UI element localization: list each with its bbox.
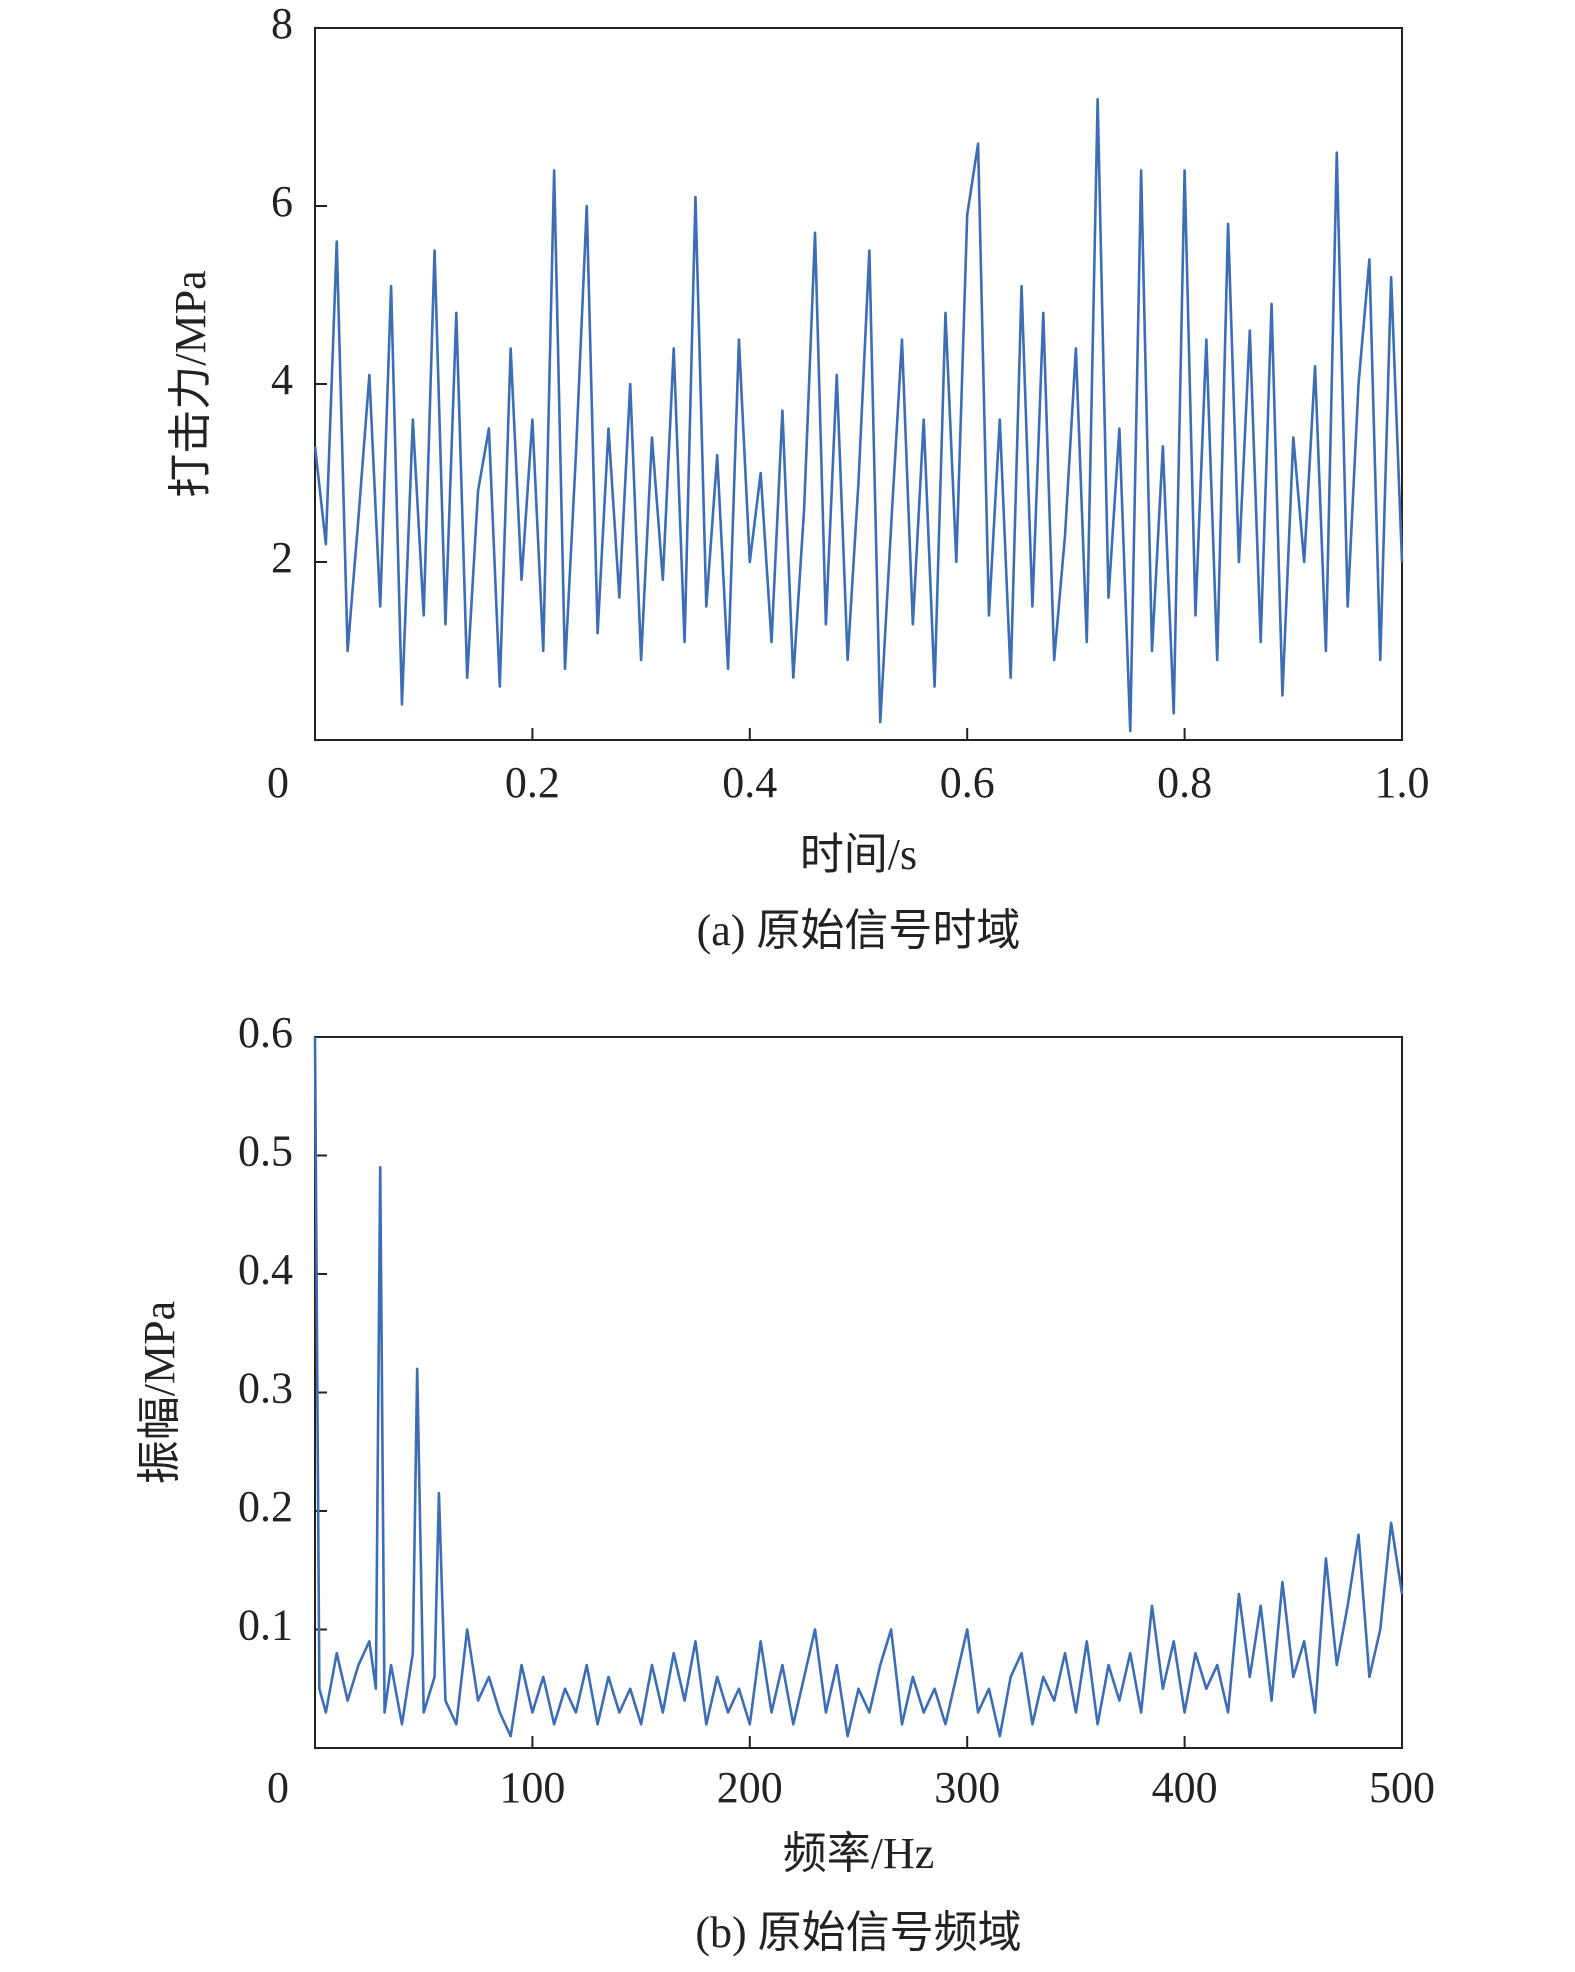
series-line (313, 1036, 1404, 1738)
plot-frame (314, 1036, 1403, 1749)
y-tick-label: 4 (271, 355, 293, 404)
y-tick-label: 0.5 (238, 1127, 293, 1176)
x-axis-label: 时间/s (800, 830, 917, 879)
y-tick-label: 0.4 (238, 1245, 293, 1294)
x-tick-label: 0.8 (1157, 758, 1212, 807)
x-tick-label: 300 (934, 1763, 1000, 1812)
plot-frame (314, 27, 1403, 741)
y-tick-label: 2 (271, 533, 293, 582)
caption: (b) 原始信号频域 (695, 1908, 1021, 1957)
y-axis-label: 打击力/MPa (166, 270, 215, 497)
y-tick-label: 0.2 (238, 1482, 293, 1531)
x-tick-label: 0 (267, 758, 289, 807)
series-line (313, 97, 1404, 733)
caption: (a) 原始信号时域 (697, 906, 1021, 955)
y-tick-label: 8 (271, 0, 293, 48)
y-axis-label: 振幅/MPa (135, 1301, 184, 1484)
y-tick-label: 0.1 (238, 1601, 293, 1650)
x-tick-label: 0.6 (940, 758, 995, 807)
y-tick-label: 0.3 (238, 1364, 293, 1413)
x-tick-label: 500 (1369, 1763, 1435, 1812)
y-tick-label: 0.6 (238, 1008, 293, 1057)
x-tick-label: 0.4 (722, 758, 777, 807)
x-axis-label: 频率/Hz (783, 1829, 935, 1878)
x-tick-label: 100 (499, 1763, 565, 1812)
x-tick-label: 1.0 (1375, 758, 1430, 807)
x-tick-label: 0 (267, 1763, 289, 1812)
x-tick-label: 400 (1152, 1763, 1218, 1812)
x-tick-label: 200 (717, 1763, 783, 1812)
x-tick-label: 0.2 (505, 758, 560, 807)
y-tick-label: 6 (271, 177, 293, 226)
